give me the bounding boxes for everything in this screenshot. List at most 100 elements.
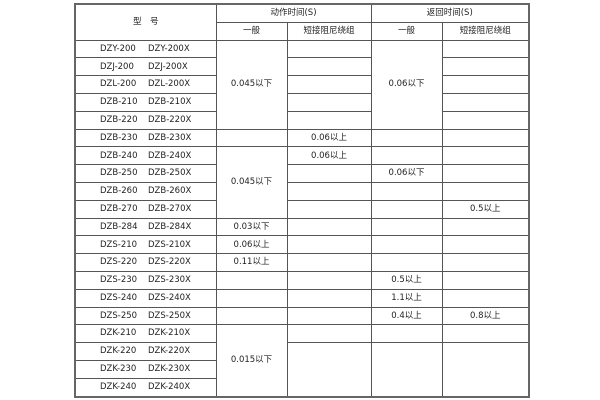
model-standard: DZY-200 — [100, 43, 136, 54]
model-x-variant: DZK-210X — [148, 328, 191, 339]
model-standard: DZB-220 — [100, 114, 138, 125]
model-x-variant: DZK-230X — [148, 364, 191, 375]
return-short-cell — [441, 164, 530, 183]
table-row: DZY-200 DZY-200X 0.045以下 0.06以下 — [74, 39, 530, 130]
model-standard: DZB-250 — [100, 168, 138, 179]
return-short-cell — [441, 342, 530, 398]
model-standard: DZL-200 — [100, 79, 137, 90]
model-standard: DZB-270 — [100, 203, 138, 214]
action-short-cell — [286, 110, 372, 130]
model-cell: DZJ-200 DZJ-200X — [74, 57, 217, 77]
relay-timing-table: 型 号 动作时间(S) 返回时间(S) 一般 短接阻尼绕组 一般 短接阻尼绕组 … — [74, 3, 530, 398]
table-row: DZB-260 DZB-260X — [74, 181, 530, 201]
table-row: DZK-210 DZK-210X 0.015以下 — [74, 324, 530, 398]
model-standard: DZK-210 — [100, 328, 137, 339]
return-short-cell — [441, 75, 530, 94]
header-return-general: 一般 — [370, 21, 443, 41]
model-cell: DZB-240 DZB-240X — [74, 146, 217, 166]
model-cell: DZS-220 DZS-220X — [74, 253, 217, 272]
return-general-cell: 0.06以下 — [370, 39, 443, 130]
model-x-variant: DZB-230X — [148, 132, 192, 143]
return-short-cell — [441, 128, 530, 148]
model-x-variant: DZB-210X — [148, 97, 192, 108]
return-general-cell: 0.4以上 — [370, 306, 443, 326]
table-row: DZK-240 DZK-240X — [74, 377, 529, 398]
header-action-general: 一般 — [215, 21, 288, 41]
action-short-cell — [286, 75, 372, 94]
table-row: DZS-230 DZS-230X 0.5以上 — [74, 270, 530, 290]
model-x-variant: DZB-250X — [148, 168, 192, 179]
return-general-cell — [370, 181, 443, 201]
return-general-cell — [370, 342, 443, 398]
model-cell: DZL-200 DZL-200X — [74, 75, 217, 94]
action-short-cell — [286, 39, 372, 59]
table-row: DZS-250 DZS-250X 0.4以上 0.8以上 — [74, 306, 530, 326]
header-return-short-damping: 短接阻尼绕组 — [441, 21, 530, 41]
model-x-variant: DZS-250X — [148, 310, 191, 321]
action-general-cell: 0.11以上 — [215, 253, 288, 272]
return-general-cell — [370, 146, 443, 166]
model-cell: DZS-210 DZS-210X — [74, 235, 217, 255]
model-x-variant: DZS-230X — [148, 275, 191, 286]
action-short-cell — [286, 164, 372, 183]
model-standard: DZS-230 — [100, 275, 138, 286]
return-short-cell — [441, 110, 530, 130]
action-general-cell: 0.06以上 — [215, 235, 288, 255]
model-standard: DZS-210 — [100, 239, 138, 250]
return-general-cell — [370, 128, 443, 148]
return-general-cell: 0.06以下 — [370, 164, 443, 183]
action-short-cell — [286, 288, 372, 308]
model-standard: DZS-250 — [100, 310, 138, 321]
return-short-cell — [441, 146, 530, 166]
header-action-short-damping: 短接阻尼绕组 — [286, 21, 372, 41]
header-return-time: 返回时间(S) — [370, 3, 530, 23]
return-general-cell — [370, 217, 443, 237]
model-standard: DZB-210 — [100, 97, 138, 108]
table-row: DZS-220 DZS-220X 0.11以上 — [74, 253, 530, 272]
return-short-cell — [441, 235, 530, 255]
model-cell: DZB-230 DZB-230X — [74, 128, 217, 148]
return-short-cell: 0.8以上 — [441, 306, 530, 326]
table-row: DZS-210 DZS-210X 0.06以上 — [74, 235, 530, 255]
action-short-cell: 0.06以上 — [286, 146, 372, 166]
return-general-cell — [370, 253, 443, 272]
action-general-cell — [215, 270, 288, 290]
model-cell: DZK-240 DZK-240X — [74, 377, 217, 398]
header-action-time: 动作时间(S) — [215, 3, 372, 23]
model-cell: DZK-210 DZK-210X — [74, 324, 217, 344]
return-short-cell — [441, 92, 530, 112]
model-x-variant: DZJ-200X — [148, 61, 188, 72]
action-short-cell — [286, 270, 372, 290]
model-standard: DZB-240 — [100, 150, 138, 161]
model-x-variant: DZB-284X — [148, 221, 192, 232]
action-general-cell: 0.015以下 — [215, 324, 288, 398]
return-general-cell — [370, 235, 443, 255]
model-x-variant: DZB-220X — [148, 114, 192, 125]
return-short-cell — [441, 288, 530, 308]
action-short-cell — [286, 253, 372, 272]
model-cell: DZY-200 DZY-200X — [74, 39, 217, 59]
return-short-cell — [441, 181, 530, 201]
header-model: 型 号 — [74, 3, 217, 41]
action-general-cell — [215, 288, 288, 308]
model-cell: DZS-230 DZS-230X — [74, 270, 217, 290]
action-short-cell — [286, 235, 372, 255]
model-x-variant: DZS-240X — [148, 292, 191, 303]
model-cell: DZB-250 DZB-250X — [74, 164, 217, 183]
action-short-cell: 0.06以上 — [286, 128, 372, 148]
model-standard: DZB-260 — [100, 186, 138, 197]
return-short-cell — [441, 57, 530, 77]
table-row: DZB-270 DZB-270X 0.5以上 — [74, 199, 530, 219]
model-x-variant: DZS-210X — [148, 239, 191, 250]
return-general-cell — [370, 199, 443, 219]
model-cell: DZB-210 DZB-210X — [74, 92, 217, 112]
model-cell: DZK-220 DZK-220X — [74, 342, 217, 361]
return-short-cell — [441, 39, 530, 59]
model-cell: DZK-230 DZK-230X — [74, 359, 217, 379]
action-short-cell — [286, 57, 372, 77]
table-row: DZB-230 DZB-230X 0.06以上 — [74, 128, 530, 148]
model-x-variant: DZK-240X — [148, 381, 191, 392]
return-general-cell: 1.1以上 — [370, 288, 443, 308]
model-x-variant: DZL-200X — [148, 79, 191, 90]
table-row: DZB-220 DZB-220X — [74, 110, 530, 130]
